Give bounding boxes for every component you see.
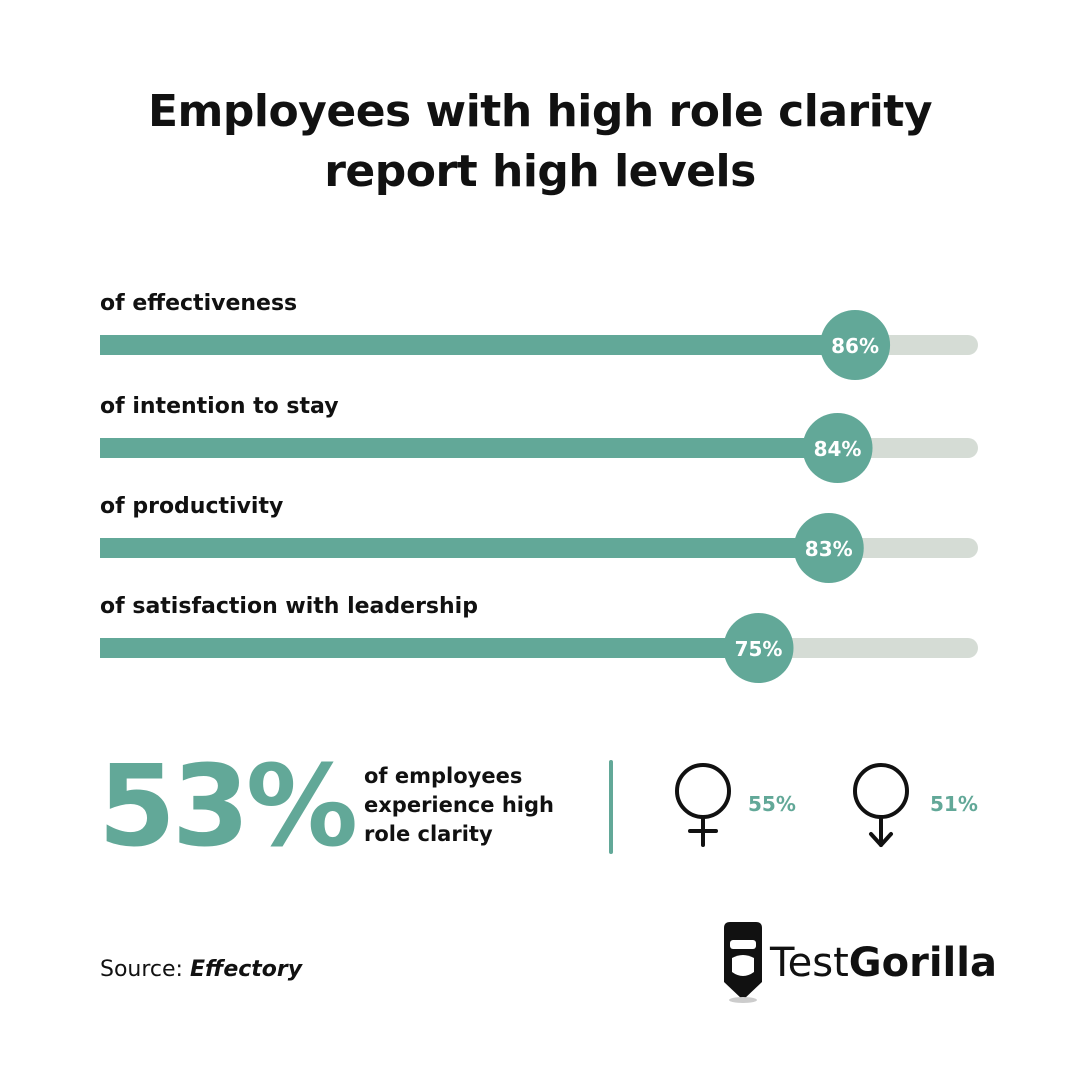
value-bubble — [820, 310, 891, 380]
source-prefix: Source: — [100, 957, 183, 982]
bar — [100, 638, 759, 658]
logo-icon — [724, 922, 762, 1003]
value-label: 75% — [735, 637, 783, 661]
source: Source: Effectory — [100, 957, 302, 982]
source-name: Effectory — [189, 957, 303, 982]
male-stat: 51% — [930, 792, 978, 816]
value-bubble — [793, 513, 864, 583]
value-bubble — [802, 413, 873, 483]
bar — [100, 538, 829, 558]
bar-label: of effectiveness — [100, 291, 297, 316]
logo: TestGorilla — [770, 940, 997, 986]
logo-light: Test — [770, 940, 849, 986]
big-stat-text: of employees experience high role clarit… — [364, 764, 554, 846]
logo-bold: Gorilla — [848, 940, 997, 986]
bar-label: of satisfaction with leadership — [100, 594, 478, 619]
big-stat: 53% — [98, 742, 358, 872]
bar — [100, 438, 838, 458]
male-icon — [853, 763, 909, 847]
bar — [100, 335, 856, 355]
bar-label: of productivity — [100, 494, 283, 519]
female-icon — [675, 763, 731, 847]
chart-title: Employees with high role clarity report … — [147, 86, 933, 197]
female-stat: 55% — [748, 792, 796, 816]
value-label: 83% — [805, 537, 853, 561]
bar-label: of intention to stay — [100, 394, 339, 419]
value-label: 84% — [814, 437, 862, 461]
value-bubble — [723, 613, 794, 683]
value-label: 86% — [831, 334, 879, 358]
